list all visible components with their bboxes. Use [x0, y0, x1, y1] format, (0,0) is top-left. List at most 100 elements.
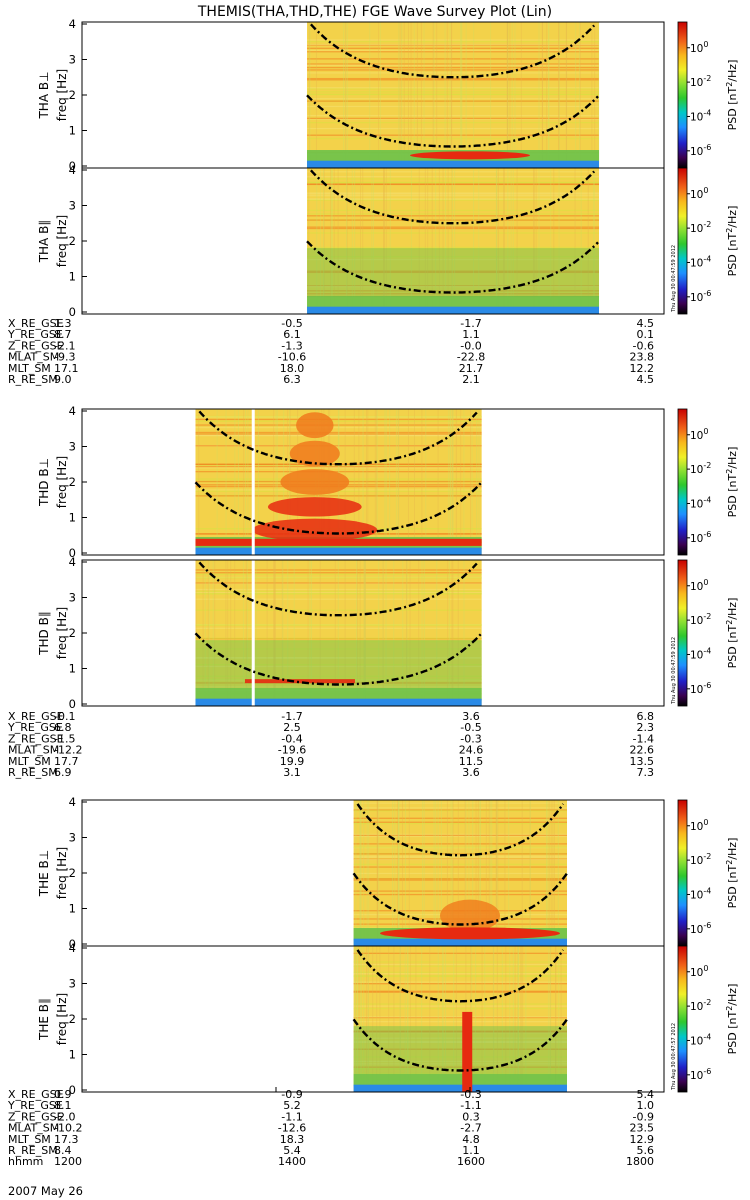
spectrogram-texture — [407, 946, 409, 1092]
y-tick-label: 1 — [69, 124, 76, 138]
spectrogram-texture — [399, 946, 401, 1092]
spectrogram-texture — [359, 560, 361, 706]
spectrogram-texture — [363, 560, 365, 706]
spectrogram-texture — [478, 168, 480, 314]
spectrogram-texture — [457, 800, 459, 946]
orbit-row-label: X_RE_GSE — [8, 317, 64, 330]
orbit-value: -2.7 — [460, 1122, 481, 1135]
colorbar-label-sup: 2 — [725, 469, 734, 474]
colorbar-tick-label: 10-6 — [690, 289, 711, 304]
spectrogram-texture — [446, 800, 448, 946]
spectrogram-stripe — [353, 963, 567, 966]
orbit-value: 5.4 — [637, 1088, 655, 1101]
figure-title: THEMIS(THA,THD,THE) FGE Wave Survey Plot… — [197, 4, 552, 20]
spectrogram-stripe — [195, 637, 482, 639]
spectrogram-texture — [432, 22, 434, 168]
panel-the-bperp: 0 1 2 3 4 freq [Hz] THE B⊥ — [37, 795, 665, 951]
spectrogram-texture — [441, 946, 443, 1092]
spectrogram-texture — [208, 560, 210, 706]
spectrogram-texture — [521, 800, 523, 946]
spectrogram-texture — [548, 22, 550, 168]
spectrogram-texture — [245, 560, 247, 706]
spectrogram-texture — [346, 168, 348, 314]
spectrogram-panels: 0 1 2 3 4 freq [Hz] THA B⊥ 0 1 2 3 4 freq [Hz] THA B∥… — [37, 17, 665, 1097]
spectrogram-stripe — [195, 471, 482, 473]
spectrogram-texture — [257, 409, 259, 555]
spectrogram-texture — [404, 946, 406, 1092]
spectrogram-stripe — [353, 1056, 567, 1058]
spectrogram-texture — [353, 409, 355, 555]
spectrogram-texture — [376, 800, 378, 946]
emission-line — [410, 151, 530, 160]
spectrogram-texture — [549, 946, 551, 1092]
colorbar: 100 10-2 10-4 10-6 PSD [nT2/Hz] — [677, 799, 739, 947]
orbit-value: 1400 — [278, 1155, 306, 1168]
spectrogram-texture — [383, 168, 385, 314]
spectrogram-texture — [488, 800, 490, 946]
spectrogram-stripe — [353, 1066, 567, 1068]
spectrogram-texture — [451, 168, 453, 314]
spectrogram-texture — [418, 560, 420, 706]
colorbar-tick-label: 10-2 — [690, 220, 711, 235]
spectrogram-stripe — [353, 846, 567, 848]
spectrogram-texture — [437, 800, 439, 946]
spectrogram-texture — [541, 22, 543, 168]
spectrogram-stripe — [307, 69, 600, 71]
spectrogram-texture — [359, 800, 361, 946]
colorbar-tick-label: 10-2 — [690, 461, 711, 476]
spectrogram-texture — [367, 409, 369, 555]
spectrogram-texture — [225, 409, 227, 555]
spectrogram-texture — [507, 22, 509, 168]
spectrogram-texture — [454, 168, 456, 314]
orbit-value: 5.4 — [283, 1144, 301, 1157]
colorbar-label: PSD [nT2/Hz] — [725, 206, 739, 277]
spectrogram-stripe — [195, 588, 482, 591]
spectrogram-stripe — [307, 183, 600, 186]
orbit-row-label: Z_RE_GSE — [8, 1110, 64, 1123]
colorbar-label-tail: /Hz] — [726, 984, 739, 1006]
spectrogram-texture — [450, 800, 452, 946]
colorbar-label-tail: /Hz] — [726, 206, 739, 228]
spectrogram-texture — [497, 800, 499, 946]
colorbar-strip — [677, 21, 688, 169]
spectrogram-stripe — [307, 43, 600, 46]
spectrogram-texture — [448, 560, 450, 706]
gyrofreq-curve-high — [356, 803, 565, 857]
spectrogram-texture — [393, 946, 395, 1092]
colorbar: 100 10-2 10-4 10-6 PSD [nT2/Hz] Thu Aug 30 00… — [671, 559, 739, 707]
orbit-value: -0.9 — [281, 1088, 302, 1101]
spectrogram-stripe — [307, 77, 600, 80]
spectrogram-texture — [535, 168, 537, 314]
spectrogram-texture — [244, 409, 246, 555]
colorbar-tick-exponent: -2 — [703, 612, 711, 621]
colorbar-tick-label: 10-4 — [690, 108, 711, 123]
spectrogram-stripe — [195, 416, 482, 418]
y-tick-label: 1 — [69, 902, 76, 916]
spectrogram-texture — [398, 800, 400, 946]
spectrogram-texture — [472, 800, 474, 946]
spectrogram-stripe — [307, 114, 600, 117]
orbit-value: -10.6 — [278, 351, 306, 364]
spectrogram-texture — [398, 22, 400, 168]
spectrogram-texture — [433, 800, 435, 946]
spectrogram-stripe — [307, 137, 600, 140]
colorbar-strip — [677, 167, 688, 315]
spectrogram-texture — [346, 168, 348, 314]
colorbar-label: PSD [nT2/Hz] — [725, 984, 739, 1055]
orbit-value: 18.0 — [280, 362, 305, 375]
gyrofreq-curve-high — [356, 949, 565, 1003]
spectrogram-texture — [550, 946, 552, 1092]
spectrogram-texture — [363, 946, 365, 1092]
y-tick-label: 2 — [69, 475, 76, 489]
orbit-row-label: MLAT_SM — [8, 1122, 59, 1135]
orbit-value: 0.3 — [462, 1110, 480, 1123]
spectrogram-texture — [376, 409, 378, 555]
orbit-value: 3.1 — [283, 766, 301, 779]
orbit-row-label: R_RE_SM — [8, 766, 58, 779]
orbit-value: -0.3 — [460, 1088, 481, 1101]
spectrogram-texture — [421, 946, 423, 1092]
spectrogram-texture — [402, 560, 404, 706]
spectrogram-stripe — [353, 807, 567, 809]
spectrogram-texture — [514, 22, 516, 168]
spectrogram-stripe — [307, 270, 600, 272]
